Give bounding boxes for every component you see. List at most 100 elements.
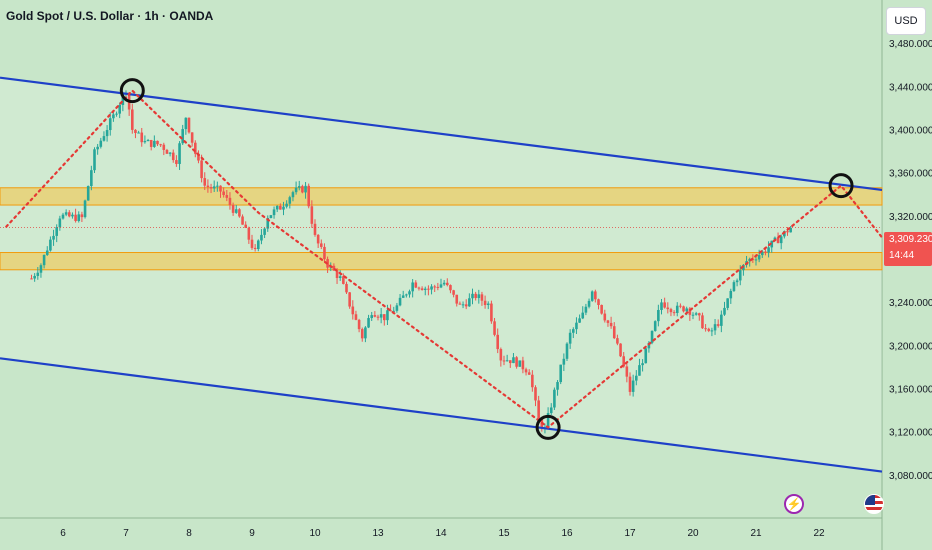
candle-body xyxy=(779,236,783,244)
candle-body xyxy=(216,185,219,187)
candle-body xyxy=(288,197,292,204)
candle-body xyxy=(581,312,585,319)
candle-body xyxy=(446,282,449,286)
candle-body xyxy=(42,254,46,266)
candle-body xyxy=(367,318,370,328)
candle-body xyxy=(423,288,427,290)
candle-body xyxy=(672,312,676,314)
candle-body xyxy=(524,369,528,373)
candle-body xyxy=(764,251,767,253)
candle-body xyxy=(30,278,33,280)
candle-body xyxy=(483,300,487,306)
candle-body xyxy=(301,186,304,193)
candle-body xyxy=(238,209,241,217)
x-tick-label: 15 xyxy=(498,528,510,539)
candle-body xyxy=(430,286,433,290)
candle-body xyxy=(338,276,342,279)
candle-body xyxy=(468,298,471,307)
candle-body xyxy=(609,322,613,327)
last-price-value: 3,309.230 xyxy=(889,234,932,245)
candle-body xyxy=(647,342,651,349)
bolt-icon[interactable]: ⚡ xyxy=(784,494,804,514)
candle-body xyxy=(669,309,673,313)
candle-body xyxy=(153,140,156,147)
candle-body xyxy=(313,223,317,235)
x-tick-label: 20 xyxy=(687,528,699,539)
candle-body xyxy=(105,130,109,137)
candle-body xyxy=(553,389,556,408)
x-tick-label: 9 xyxy=(249,528,255,539)
candle-body xyxy=(45,250,49,255)
candle-body xyxy=(537,400,540,420)
candle-body xyxy=(307,185,310,207)
candle-body xyxy=(260,234,263,241)
candle-body xyxy=(420,288,424,290)
candle-body xyxy=(297,186,301,188)
us-flag-icon[interactable] xyxy=(864,494,884,514)
candle-body xyxy=(357,319,361,330)
candle-body xyxy=(534,387,537,401)
candle-body xyxy=(575,322,578,330)
candle-body xyxy=(603,313,607,321)
candle-body xyxy=(518,360,522,367)
candle-body xyxy=(496,334,499,350)
x-tick-label: 16 xyxy=(561,528,573,539)
x-tick-label: 22 xyxy=(813,528,825,539)
candle-body xyxy=(108,118,112,131)
candle-body xyxy=(572,329,575,333)
candle-body xyxy=(140,132,144,143)
candle-body xyxy=(584,306,588,313)
candle-body xyxy=(241,216,244,225)
candle-body xyxy=(691,314,695,316)
candle-body xyxy=(738,270,742,281)
candle-body xyxy=(146,140,150,142)
candle-body xyxy=(641,363,644,366)
candle-body xyxy=(269,215,273,218)
x-tick-label: 8 xyxy=(186,528,192,539)
candle-body xyxy=(279,205,282,210)
candle-body xyxy=(474,293,477,299)
candle-body xyxy=(502,360,506,362)
candle-body xyxy=(726,298,729,308)
candle-body xyxy=(729,290,733,299)
candle-body xyxy=(499,349,503,361)
candle-body xyxy=(228,197,232,205)
candle-body xyxy=(219,185,222,192)
candle-body xyxy=(247,227,251,240)
candle-body xyxy=(370,315,373,319)
candle-body xyxy=(452,290,455,295)
candle-body xyxy=(383,314,386,321)
candle-body xyxy=(93,149,96,171)
candle-body xyxy=(263,228,266,235)
candle-body xyxy=(39,265,43,273)
candle-body xyxy=(231,204,235,213)
candle-body xyxy=(512,357,515,364)
candle-body xyxy=(490,303,493,322)
candle-body xyxy=(735,280,739,283)
candle-body xyxy=(165,149,169,154)
candle-body xyxy=(666,307,670,310)
candle-body xyxy=(364,327,367,339)
candle-body xyxy=(509,360,512,364)
candle-body xyxy=(392,310,396,312)
candle-body xyxy=(149,140,153,147)
candle-body xyxy=(398,297,402,306)
candle-body xyxy=(635,375,638,381)
candle-body xyxy=(477,294,481,299)
x-tick-label: 13 xyxy=(372,528,384,539)
candle-body xyxy=(562,358,566,365)
candle-body xyxy=(379,314,383,318)
currency-button[interactable]: USD xyxy=(886,7,926,35)
candle-body xyxy=(597,299,600,305)
candle-body xyxy=(559,364,562,383)
candle-body xyxy=(234,209,238,213)
candle-body xyxy=(184,117,188,130)
last-price-tag: 3,309.230 14:44 xyxy=(884,232,932,266)
candle-body xyxy=(688,308,692,315)
x-tick-label: 7 xyxy=(123,528,129,539)
candle-body xyxy=(442,282,446,285)
time-axis-panel xyxy=(0,518,882,550)
candle-body xyxy=(181,129,184,144)
candle-body xyxy=(285,203,288,207)
